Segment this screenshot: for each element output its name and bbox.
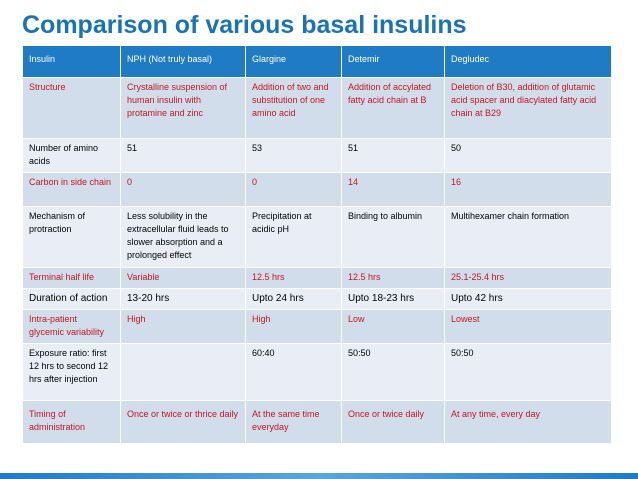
header-cell: Degludec (444, 45, 612, 78)
table-cell: 51 (120, 138, 246, 173)
header-cell: Detemir (341, 45, 445, 78)
header-cell: Glargine (245, 45, 342, 78)
table-cell: 0 (245, 172, 342, 207)
table-cell: At the same time everyday (245, 400, 342, 444)
row-label-cell: Number of amino acids (22, 138, 121, 173)
table-cell: High (120, 309, 246, 344)
table-cell: 53 (245, 138, 342, 173)
table-cell: Lowest (444, 309, 612, 344)
table-cell: 25.1-25.4 hrs (444, 267, 612, 289)
comparison-table-container: Insulin NPH (Not truly basal) Glargine D… (22, 45, 612, 444)
row-label-cell: Terminal half life (22, 267, 121, 289)
table-cell: Less solubility in the extracellular flu… (120, 206, 246, 268)
table-body: Structure Crystalline suspension of huma… (22, 77, 612, 444)
row-label-cell: Timing of administration (22, 400, 121, 444)
header-row: Insulin NPH (Not truly basal) Glargine D… (22, 45, 612, 78)
row-label-cell: Mechanism of protraction (22, 206, 121, 268)
table-row: Number of amino acids 51 53 51 50 (22, 138, 612, 173)
table-cell: Low (341, 309, 445, 344)
table-cell: Upto 42 hrs (444, 288, 612, 310)
table-cell: Variable (120, 267, 246, 289)
table-cell: 16 (444, 172, 612, 207)
row-label-cell: Duration of action (22, 288, 121, 310)
row-label-cell: Structure (22, 77, 121, 139)
table-cell: At any time, every day (444, 400, 612, 444)
table-cell: 50:50 (444, 343, 612, 401)
table-cell (120, 343, 246, 401)
table-cell: 50:50 (341, 343, 445, 401)
table-cell: 0 (120, 172, 246, 207)
table-row: Exposure ratio: first 12 hrs to second 1… (22, 343, 612, 401)
table-row: Terminal half life Variable 12.5 hrs 12.… (22, 267, 612, 289)
table-cell: Upto 24 hrs (245, 288, 342, 310)
table-header: Insulin NPH (Not truly basal) Glargine D… (22, 45, 612, 78)
table-cell: Upto 18-23 hrs (341, 288, 445, 310)
table-cell: Once or twice or thrice daily (120, 400, 246, 444)
table-cell: 50 (444, 138, 612, 173)
table-cell: High (245, 309, 342, 344)
row-label-cell: Intra-patient glycemic variability (22, 309, 121, 344)
table-cell: 12.5 hrs (341, 267, 445, 289)
table-row: Structure Crystalline suspension of huma… (22, 77, 612, 139)
table-row: Duration of action 13-20 hrs Upto 24 hrs… (22, 288, 612, 310)
table-cell: Crystalline suspension of human insulin … (120, 77, 246, 139)
header-cell: Insulin (22, 45, 121, 78)
row-label-cell: Carbon in side chain (22, 172, 121, 207)
table-cell: Once or twice daily (341, 400, 445, 444)
slide-title: Comparison of various basal insulins (22, 11, 467, 39)
header-cell: NPH (Not truly basal) (120, 45, 246, 78)
table-cell: Multihexamer chain formation (444, 206, 612, 268)
table-cell: 12.5 hrs (245, 267, 342, 289)
table-row: Mechanism of protraction Less solubility… (22, 206, 612, 268)
comparison-table: Insulin NPH (Not truly basal) Glargine D… (22, 45, 612, 444)
table-row: Carbon in side chain 0 0 14 16 (22, 172, 612, 207)
table-cell: 14 (341, 172, 445, 207)
table-row: Timing of administration Once or twice o… (22, 400, 612, 444)
slide-bottom-bar (0, 473, 638, 479)
table-cell: Addition of accylated fatty acid chain a… (341, 77, 445, 139)
table-cell: Deletion of B30, addition of glutamic ac… (444, 77, 612, 139)
table-cell: Binding to albumin (341, 206, 445, 268)
table-cell: 60:40 (245, 343, 342, 401)
table-cell: Precipitation at acidic pH (245, 206, 342, 268)
table-row: Intra-patient glycemic variability High … (22, 309, 612, 344)
row-label-cell: Exposure ratio: first 12 hrs to second 1… (22, 343, 121, 401)
table-cell: 13-20 hrs (120, 288, 246, 310)
table-cell: 51 (341, 138, 445, 173)
table-cell: Addition of two and substitution of one … (245, 77, 342, 139)
